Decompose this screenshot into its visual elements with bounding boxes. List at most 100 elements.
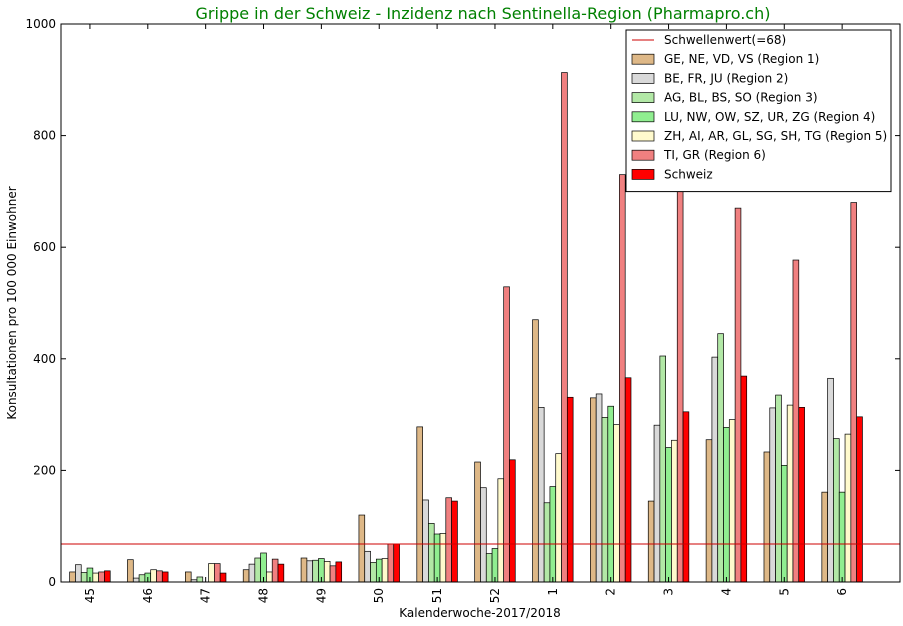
bar-4-series-4 [723,427,730,583]
chart-title: Grippe in der Schweiz - Inzidenz nach Se… [196,4,771,23]
bar-5-series-7 [798,407,805,583]
y-tick-label-1000: 1000 [25,17,56,31]
bar-4-series-2 [711,356,719,583]
bar-3-series-4 [665,447,672,583]
bar-51-series-6 [445,497,452,583]
bar-48-series-6 [271,558,279,583]
bar-49-series-5 [323,560,331,583]
bar-46-series-5 [150,569,157,583]
bar-1-series-4 [549,486,557,583]
bar-1-series-7 [566,396,574,583]
bar-48-series-2 [248,563,256,583]
bar-1-series-2 [537,407,545,583]
bar-52-series-1 [474,461,481,583]
bar-45-series-1 [69,571,76,583]
bars [69,72,863,583]
legend-label-series-5: ZH, AI, AR, GL, SG, SH, TG (Region 5) [664,129,887,143]
legend-label-series-1: GE, NE, VD, VS (Region 1) [664,52,819,66]
bar-52-series-4 [491,548,499,583]
bar-51-series-2 [422,499,429,583]
bar-5-series-1 [763,451,771,583]
legend-swatch-series-7 [631,169,655,180]
legend-label-series-6: TI, GR (Region 6) [663,148,766,162]
bar-51-series-3 [428,523,435,583]
bar-49-series-1 [300,557,308,583]
legend-label-series-2: BE, FR, JU (Region 2) [664,71,788,85]
bar-3-series-7 [682,411,690,583]
bar-47-series-5 [208,563,215,583]
legend-label-threshold: Schwellenwert(=68) [664,33,786,47]
y-tick-label-800: 800 [33,129,56,143]
bar-5-series-6 [792,259,800,583]
y-tick-label-400: 400 [33,352,56,366]
bar-52-series-3 [485,553,493,583]
y-tick-label-0: 0 [48,575,56,589]
y-axis-label: Konsultationen pro 100 000 Einwohner [5,186,19,419]
bar-6-series-1 [821,491,828,583]
bar-45-series-6 [98,571,105,583]
bar-50-series-5 [381,558,389,583]
bar-51-series-5 [439,533,447,583]
bar-52-series-7 [509,459,516,583]
bar-1-series-6 [561,72,568,583]
bar-50-series-1 [358,514,366,583]
bar-51-series-1 [416,426,423,583]
bar-5-series-3 [775,394,782,583]
bar-45-series-5 [92,572,99,583]
bar-45-series-3 [80,572,88,583]
bar-1-series-1 [532,319,539,583]
x-tick-label-48: 48 [257,588,271,603]
bar-3-series-3 [659,355,666,583]
bar-46-series-3 [138,574,146,583]
bar-5-series-5 [786,404,794,583]
x-axis-label: Kalenderwoche-2017/2018 [399,606,560,620]
x-tick-label-46: 46 [141,588,155,603]
x-tick-label-5: 5 [777,588,791,596]
bar-1-series-5 [555,453,562,583]
bar-50-series-6 [387,543,395,583]
x-tick-label-50: 50 [372,588,386,603]
bar-4-series-7 [740,375,748,583]
bar-4-series-1 [705,439,713,583]
bar-49-series-7 [335,561,343,583]
bar-2-series-4 [607,405,614,583]
bar-5-series-2 [769,407,776,583]
bar-49-series-6 [329,565,337,583]
x-tick-label-2: 2 [604,588,618,596]
x-tick-label-49: 49 [314,588,328,603]
bar-47-series-7 [219,572,227,583]
x-tick-label-1: 1 [546,588,560,596]
bar-3-series-6 [676,174,684,583]
bar-6-series-5 [844,433,852,583]
plot-frame [60,23,901,583]
bar-48-series-1 [242,569,250,583]
bar-3-series-5 [671,439,678,583]
bar-2-series-7 [624,377,632,583]
bar-49-series-2 [306,560,314,583]
bar-5-series-4 [781,465,788,583]
bar-52-series-5 [497,478,505,583]
x-tick-label-6: 6 [835,588,849,596]
bar-3-series-2 [653,424,661,583]
bar-50-series-3 [370,562,377,583]
legend-swatch-series-6 [631,149,655,161]
y-tick-label-600: 600 [33,240,56,254]
legend-swatch-series-1 [631,53,655,65]
bar-1-series-3 [543,502,551,583]
bar-50-series-2 [364,550,371,583]
bar-6-series-6 [850,202,857,583]
bar-2-series-2 [595,393,603,583]
x-tick-label-4: 4 [719,588,733,596]
bar-48-series-7 [277,563,285,583]
legend-swatch-series-5 [631,130,655,142]
bar-51-series-4 [433,533,441,583]
bar-46-series-1 [127,559,134,583]
legend: Schwellenwert(=68) GE, NE, VD, VS (Region… [625,29,892,193]
x-tick-label-3: 3 [662,588,676,596]
bar-49-series-3 [312,559,319,583]
bar-45-series-2 [75,564,82,583]
bar-6-series-2 [827,377,834,583]
bar-46-series-2 [132,577,140,583]
bar-50-series-7 [393,543,400,583]
